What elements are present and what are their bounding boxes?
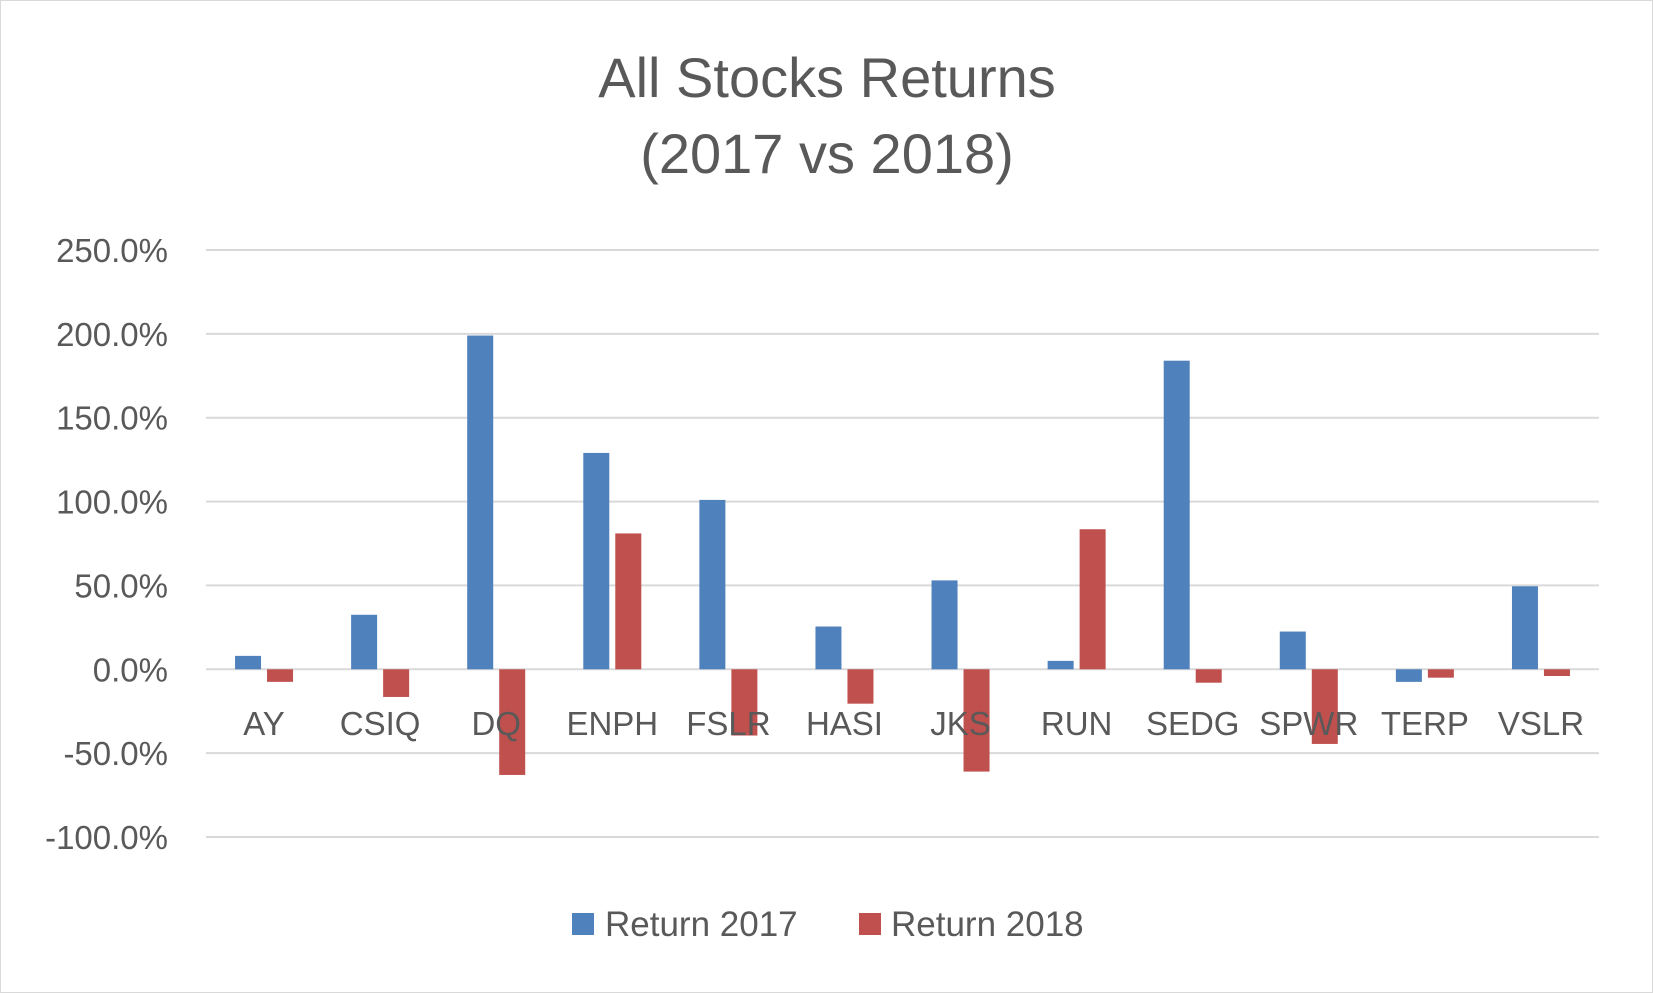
bar-terp-return-2018	[1427, 669, 1454, 678]
category-labels: AY CSIQ DQ ENPH FSLR HASI JKS RUN SEDG SPWR TERP VS…	[243, 705, 1584, 742]
y-tick-label: 150.0%	[56, 400, 168, 437]
category-label-enph: ENPH	[566, 705, 658, 742]
bar-dq-return-2017	[467, 335, 494, 670]
gridlines	[206, 249, 1599, 838]
category-label-csiq: CSIQ	[340, 705, 421, 742]
legend-label-return-2017: Return 2017	[605, 905, 798, 944]
bar-ay-return-2018	[267, 669, 294, 682]
y-tick-label: 0.0%	[93, 651, 168, 688]
bar-ay-return-2017	[235, 655, 262, 670]
y-tick-label: -100.0%	[45, 819, 168, 856]
chart-title-line-2: (2017 vs 2018)	[640, 122, 1014, 185]
category-label-terp: TERP	[1381, 705, 1469, 742]
bar-sedg-return-2017	[1163, 360, 1190, 670]
bar-sedg-return-2018	[1195, 669, 1222, 683]
y-tick-label: 100.0%	[56, 484, 168, 521]
category-label-fslr: FSLR	[686, 705, 770, 742]
legend-swatch-return-2017	[572, 913, 594, 935]
bar-dq-return-2018	[499, 669, 526, 775]
bar-jks-return-2018	[963, 669, 990, 772]
y-tick-label: -50.0%	[63, 735, 168, 772]
bar-hasi-return-2018	[847, 669, 874, 704]
bar-csiq-return-2017	[351, 614, 378, 670]
bar-run-return-2017	[1047, 660, 1074, 670]
category-label-hasi: HASI	[806, 705, 883, 742]
y-axis-tick-labels: 250.0% 200.0% 150.0% 100.0% 50.0% 0.0% -50.0% -…	[45, 232, 168, 856]
bar-enph-return-2017	[583, 452, 610, 670]
category-label-jks: JKS	[930, 705, 991, 742]
y-tick-label: 200.0%	[56, 316, 168, 353]
y-tick-label: 50.0%	[74, 567, 168, 604]
bar-fslr-return-2018	[731, 669, 758, 736]
category-label-vslr: VSLR	[1498, 705, 1584, 742]
bar-vslr-return-2017	[1511, 586, 1538, 670]
y-tick-label: 250.0%	[56, 232, 168, 269]
bar-fslr-return-2017	[699, 499, 726, 670]
legend-label-return-2018: Return 2018	[891, 905, 1084, 944]
bar-vslr-return-2018	[1543, 669, 1570, 676]
chart-title-line-1: All Stocks Returns	[598, 46, 1056, 109]
legend-swatch-return-2018	[859, 913, 881, 935]
bar-enph-return-2018	[615, 533, 642, 670]
bar-spwr-return-2017	[1279, 631, 1306, 670]
category-label-spwr: SPWR	[1259, 705, 1358, 742]
bar-spwr-return-2018	[1311, 669, 1338, 744]
bar-run-return-2018	[1079, 529, 1106, 670]
bar-hasi-return-2017	[815, 626, 842, 670]
legend: Return 2017 Return 2018	[572, 905, 1084, 944]
category-label-sedg: SEDG	[1146, 705, 1240, 742]
bar-jks-return-2017	[931, 580, 958, 670]
category-label-ay: AY	[243, 705, 285, 742]
category-label-dq: DQ	[471, 705, 521, 742]
bar-terp-return-2017	[1395, 669, 1422, 682]
category-label-run: RUN	[1041, 705, 1113, 742]
bar-csiq-return-2018	[383, 669, 410, 697]
bars	[235, 335, 1570, 775]
